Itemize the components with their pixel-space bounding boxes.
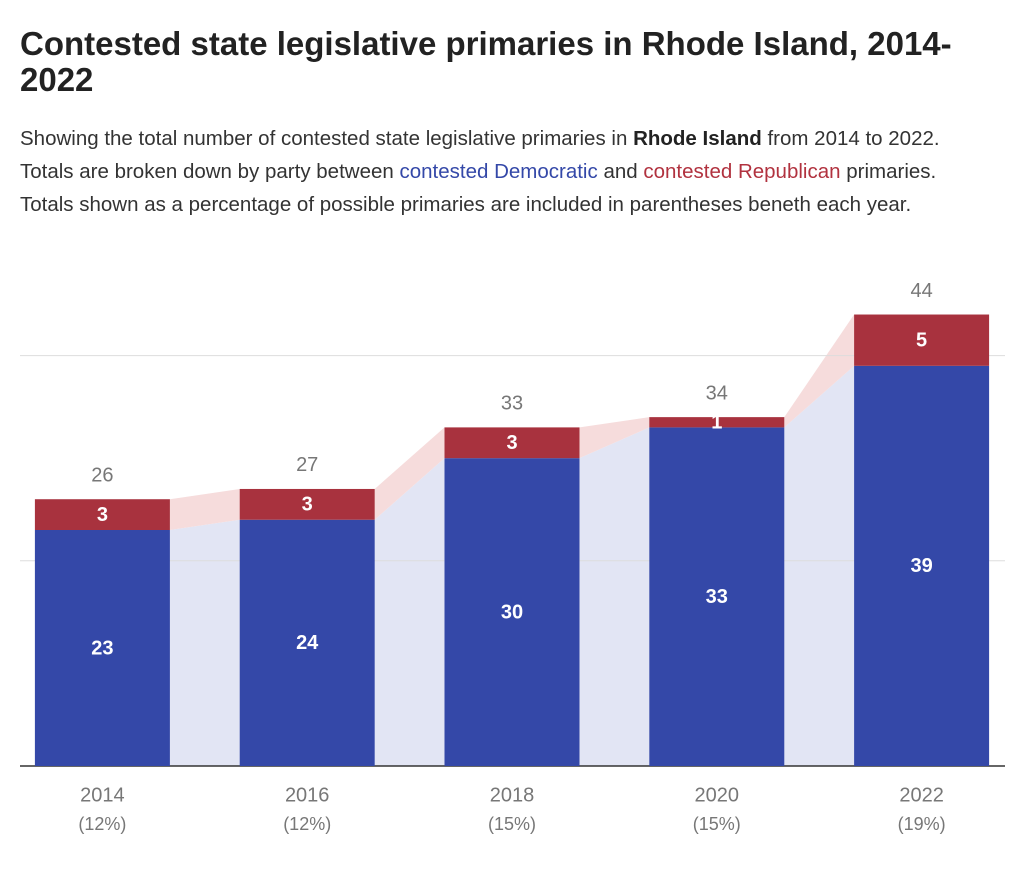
value-label: 24 (296, 632, 319, 654)
total-label: 26 (91, 464, 113, 486)
total-label: 27 (296, 454, 318, 476)
total-label: 33 (501, 393, 523, 415)
bar-segment (649, 417, 785, 428)
bar-segment (649, 427, 785, 766)
connector (579, 427, 650, 766)
value-label: 33 (706, 586, 728, 608)
chart-subtitle: Showing the total number of contested st… (20, 122, 995, 221)
chart-title: Contested state legislative primaries in… (20, 25, 952, 98)
connector (579, 417, 650, 459)
subtitle-text: and (597, 160, 644, 183)
x-tick-sublabel: (15%) (488, 814, 536, 834)
x-tick-label: 2022 (899, 784, 944, 806)
subtitle-highlight: Rhode Island (633, 127, 762, 150)
subtitle-text: primaries. Totals shown as a percentage … (20, 160, 937, 216)
x-tick-label: 2020 (695, 784, 740, 806)
bar-segment (239, 519, 375, 766)
value-label: 1 (711, 412, 722, 434)
subtitle-legend-rep: contested Republican (643, 160, 841, 183)
x-tick-label: 2018 (490, 784, 535, 806)
value-label: 3 (506, 432, 517, 454)
connector (169, 519, 240, 766)
value-label: 39 (910, 555, 932, 577)
bar-segment (34, 499, 170, 530)
x-tick-sublabel: (12%) (283, 814, 331, 834)
bar-segment (239, 488, 375, 520)
bar-segment (444, 427, 580, 459)
bar-segment (34, 530, 170, 766)
value-label: 23 (91, 637, 113, 659)
bar-segment (444, 458, 580, 766)
value-label: 3 (97, 504, 108, 526)
connector (374, 458, 445, 766)
total-label: 44 (910, 280, 932, 302)
connector (169, 488, 240, 530)
bar-segment (854, 314, 990, 366)
subtitle-legend-dem: contested Democratic (399, 160, 598, 183)
connector (784, 314, 855, 428)
x-tick-sublabel: (19%) (898, 814, 946, 834)
total-label: 34 (706, 382, 728, 404)
x-tick-sublabel: (12%) (78, 814, 126, 834)
subtitle-text: Showing the total number of contested st… (20, 127, 634, 150)
x-tick-label: 2016 (285, 784, 330, 806)
x-tick-sublabel: (15%) (693, 814, 741, 834)
x-tick-label: 2014 (80, 784, 125, 806)
subtitle-text: from 2014 to 2022. Totals are broken dow… (20, 127, 940, 183)
connector (374, 427, 445, 520)
connector (784, 365, 855, 766)
value-label: 3 (302, 494, 313, 516)
value-label: 30 (501, 601, 523, 623)
value-label: 5 (916, 329, 927, 351)
bar-segment (854, 365, 990, 766)
